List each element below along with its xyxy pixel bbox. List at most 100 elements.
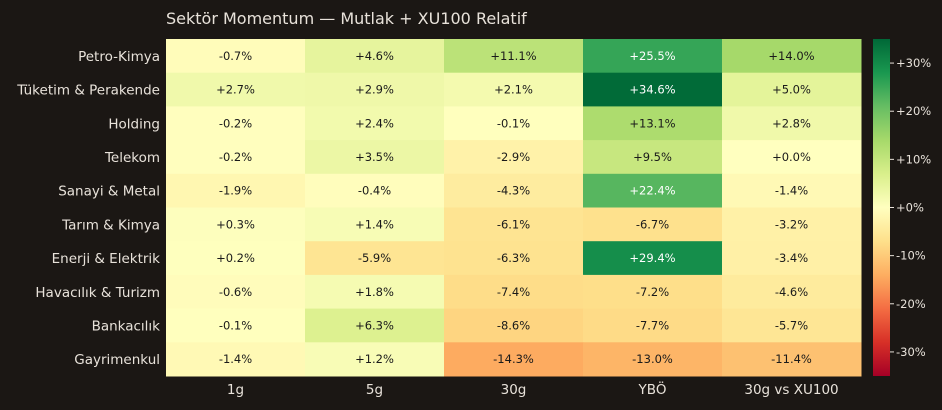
cell-value-label: -5.7%	[775, 318, 808, 332]
heatmap-cell	[444, 106, 584, 141]
cell-value-label: -11.4%	[771, 352, 812, 366]
cell-value-label: +9.5%	[633, 150, 672, 164]
cell-value-label: -7.7%	[636, 318, 669, 332]
cell-value-label: -0.7%	[219, 49, 252, 63]
cell-value-label: +1.2%	[355, 352, 394, 366]
colorbar-tick-label: +30%	[896, 56, 931, 70]
heatmap-cell	[305, 308, 445, 343]
heatmap-cell	[305, 241, 445, 276]
heatmap-cell	[166, 106, 306, 141]
heatmap-cell	[722, 173, 862, 208]
heatmap-cell	[444, 274, 584, 310]
column-label: 30g	[501, 382, 527, 398]
colorbar-tick-label: -30%	[896, 345, 926, 359]
colorbar-tick-label: -10%	[896, 249, 926, 263]
heatmap-cell	[305, 106, 445, 141]
cell-value-label: +25.5%	[629, 49, 675, 63]
heatmap-cell	[722, 140, 862, 175]
heatmap-cell	[583, 106, 723, 141]
heatmap-cell	[166, 342, 306, 377]
cell-value-label: -0.1%	[497, 116, 530, 130]
heatmap-cell	[166, 72, 306, 107]
cell-value-label: -1.4%	[775, 184, 808, 198]
colorbar	[873, 39, 890, 376]
heatmap-cell	[444, 342, 584, 377]
heatmap-cell	[305, 342, 445, 377]
cell-value-label: -0.2%	[219, 150, 252, 164]
row-label: Enerji & Elektrik	[52, 251, 161, 267]
heatmap-cell	[583, 274, 723, 310]
cell-value-label: +2.8%	[772, 116, 811, 130]
heatmap-cell	[722, 39, 862, 74]
heatmap-cell	[166, 308, 306, 343]
heatmap-cell	[583, 241, 723, 276]
cell-value-label: -3.4%	[775, 251, 808, 265]
row-label: Tarım & Kimya	[61, 217, 160, 233]
colorbar-tick-label: +10%	[896, 152, 931, 166]
cell-value-label: +13.1%	[629, 116, 675, 130]
column-label: 30g vs XU100	[744, 382, 838, 398]
cell-value-label: +22.4%	[629, 184, 675, 198]
cell-value-label: +14.0%	[768, 49, 814, 63]
row-label: Holding	[108, 116, 160, 132]
cell-value-label: +3.5%	[355, 150, 394, 164]
heatmap-cell	[444, 72, 584, 107]
colorbar-tick-label: -20%	[896, 297, 926, 311]
heatmap-cell	[722, 342, 862, 377]
column-label: 1g	[227, 382, 244, 398]
heatmap-cell	[305, 39, 445, 74]
column-label: YBÖ	[638, 380, 667, 398]
heatmap-cell	[722, 106, 862, 141]
row-labels: Petro-Kimya Tüketim & Perakende Holding Tel…	[16, 49, 160, 368]
heatmap-cell	[722, 308, 862, 343]
column-labels: 1g 5g 30g YBÖ 30g vs XU100	[227, 380, 839, 398]
heatmap-cell	[305, 72, 445, 107]
colorbar-tick-label: +20%	[896, 104, 931, 118]
colorbar-tick-label: +0%	[896, 201, 924, 215]
heatmap-cell	[444, 241, 584, 276]
cell-value-label: +0.2%	[216, 251, 255, 265]
heatmap-cells: -0.7% +4.6% +11.1% +25.5% +14.0% +2.7% +2.9% +2…	[166, 39, 862, 377]
cell-value-label: -14.3%	[493, 352, 534, 366]
cell-value-label: +2.7%	[216, 83, 255, 97]
heatmap-cell	[166, 241, 306, 276]
heatmap-cell	[166, 39, 306, 74]
cell-value-label: +0.3%	[216, 217, 255, 231]
cell-value-label: +2.1%	[494, 83, 533, 97]
cell-value-label: -13.0%	[632, 352, 673, 366]
heatmap-cell	[166, 173, 306, 208]
row-label: Petro-Kimya	[78, 49, 160, 65]
cell-value-label: -5.9%	[358, 251, 391, 265]
heatmap-cell	[444, 308, 584, 343]
cell-value-label: +5.0%	[772, 83, 811, 97]
heatmap-cell	[583, 72, 723, 107]
heatmap-cell	[583, 140, 723, 175]
heatmap-cell	[444, 207, 584, 242]
cell-value-label: -2.9%	[497, 150, 530, 164]
heatmap-cell	[583, 173, 723, 208]
heatmap-cell	[583, 207, 723, 242]
heatmap-cell	[722, 72, 862, 107]
cell-value-label: -4.6%	[775, 285, 808, 299]
cell-value-label: -7.2%	[636, 285, 669, 299]
cell-value-label: +2.9%	[355, 83, 394, 97]
cell-value-label: +29.4%	[629, 251, 675, 265]
cell-value-label: -0.6%	[219, 285, 252, 299]
heatmap-cell	[305, 173, 445, 208]
cell-value-label: -0.1%	[219, 318, 252, 332]
cell-value-label: +34.6%	[629, 83, 675, 97]
cell-value-label: -6.3%	[497, 251, 530, 265]
cell-value-label: -3.2%	[775, 217, 808, 231]
cell-value-label: +0.0%	[772, 150, 811, 164]
cell-value-label: -6.1%	[497, 217, 530, 231]
heatmap-cell	[583, 39, 723, 74]
cell-value-label: -1.9%	[219, 184, 252, 198]
heatmap-cell	[444, 140, 584, 175]
cell-value-label: -6.7%	[636, 217, 669, 231]
cell-value-label: +4.6%	[355, 49, 394, 63]
row-label: Gayrimenkul	[74, 352, 160, 368]
row-label: Telekom	[104, 150, 160, 166]
column-label: 5g	[366, 382, 383, 398]
row-label: Tüketim & Perakende	[16, 83, 160, 99]
